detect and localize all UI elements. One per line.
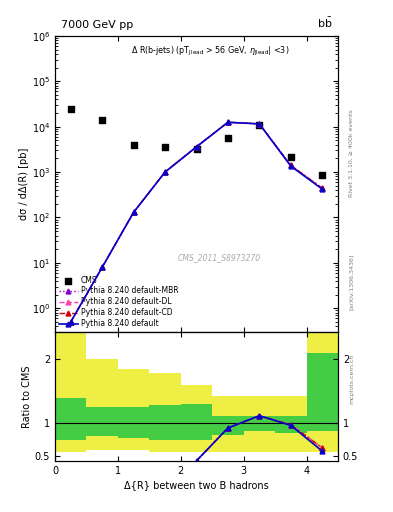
Pythia 8.240 default-DL <box>100 264 105 270</box>
Text: [arXiv:1306.3436]: [arXiv:1306.3436] <box>349 253 354 310</box>
Pythia 8.240 default <box>100 264 105 270</box>
Pythia 8.240 default <box>226 119 230 125</box>
CMS <box>68 105 74 114</box>
Pythia 8.240 default-MBR <box>163 169 167 175</box>
CMS <box>319 171 325 179</box>
Line: Pythia 8.240 default: Pythia 8.240 default <box>68 120 325 325</box>
Pythia 8.240 default <box>257 121 262 127</box>
Pythia 8.240 default <box>68 319 73 325</box>
Text: CMS_2011_S8973270: CMS_2011_S8973270 <box>178 253 261 263</box>
Pythia 8.240 default <box>163 169 167 175</box>
Legend: CMS, Pythia 8.240 default-MBR, Pythia 8.240 default-DL, Pythia 8.240 default-CD,: CMS, Pythia 8.240 default-MBR, Pythia 8.… <box>57 274 180 330</box>
CMS <box>162 143 168 152</box>
Pythia 8.240 default-DL <box>257 121 262 127</box>
Pythia 8.240 default-MBR <box>100 264 105 270</box>
Pythia 8.240 default-DL <box>131 209 136 216</box>
Pythia 8.240 default-MBR <box>288 162 293 168</box>
Y-axis label: Ratio to CMS: Ratio to CMS <box>22 365 32 428</box>
Y-axis label: dσ / dΔ(R) [pb]: dσ / dΔ(R) [pb] <box>19 148 29 220</box>
Line: Pythia 8.240 default-MBR: Pythia 8.240 default-MBR <box>68 120 325 325</box>
Text: b$\bar{\rm b}$: b$\bar{\rm b}$ <box>317 16 332 30</box>
Pythia 8.240 default-DL <box>226 119 230 125</box>
X-axis label: Δ{R} between two B hadrons: Δ{R} between two B hadrons <box>124 480 269 490</box>
Pythia 8.240 default-CD <box>100 264 105 270</box>
Pythia 8.240 default-DL <box>68 319 73 325</box>
Pythia 8.240 default-CD <box>68 319 73 325</box>
Pythia 8.240 default-CD <box>163 169 167 175</box>
Pythia 8.240 default-CD <box>226 119 230 125</box>
Pythia 8.240 default-MBR <box>131 209 136 216</box>
Text: mcplots.cern.ch: mcplots.cern.ch <box>349 354 354 404</box>
CMS <box>225 134 231 142</box>
CMS <box>288 153 294 161</box>
Pythia 8.240 default-MBR <box>320 185 325 191</box>
Pythia 8.240 default-MBR <box>194 144 199 150</box>
CMS <box>256 121 263 129</box>
Pythia 8.240 default-DL <box>194 144 199 150</box>
Pythia 8.240 default <box>131 209 136 216</box>
Pythia 8.240 default-CD <box>320 185 325 191</box>
CMS <box>193 145 200 153</box>
Text: $\Delta$ R(b-jets) (pT$_{\rm Jlead}$ > 56 GeV, $\eta_{\rm Jlead}$| <3): $\Delta$ R(b-jets) (pT$_{\rm Jlead}$ > 5… <box>131 45 290 58</box>
Pythia 8.240 default-CD <box>194 144 199 150</box>
Pythia 8.240 default <box>320 186 325 192</box>
Pythia 8.240 default <box>288 163 293 169</box>
CMS <box>99 116 105 124</box>
CMS <box>130 141 137 149</box>
Text: Rivet 3.1.10, ≥ 400k events: Rivet 3.1.10, ≥ 400k events <box>349 110 354 198</box>
Text: 7000 GeV pp: 7000 GeV pp <box>61 20 133 30</box>
Pythia 8.240 default-CD <box>131 209 136 216</box>
Pythia 8.240 default-CD <box>288 162 293 168</box>
Pythia 8.240 default-MBR <box>226 119 230 125</box>
Pythia 8.240 default-MBR <box>257 121 262 127</box>
Line: Pythia 8.240 default-CD: Pythia 8.240 default-CD <box>68 120 325 325</box>
Pythia 8.240 default-DL <box>163 169 167 175</box>
Pythia 8.240 default-CD <box>257 121 262 127</box>
Pythia 8.240 default-DL <box>288 162 293 168</box>
Pythia 8.240 default-MBR <box>68 319 73 325</box>
Pythia 8.240 default <box>194 144 199 150</box>
Line: Pythia 8.240 default-DL: Pythia 8.240 default-DL <box>68 120 325 325</box>
Pythia 8.240 default-DL <box>320 185 325 191</box>
